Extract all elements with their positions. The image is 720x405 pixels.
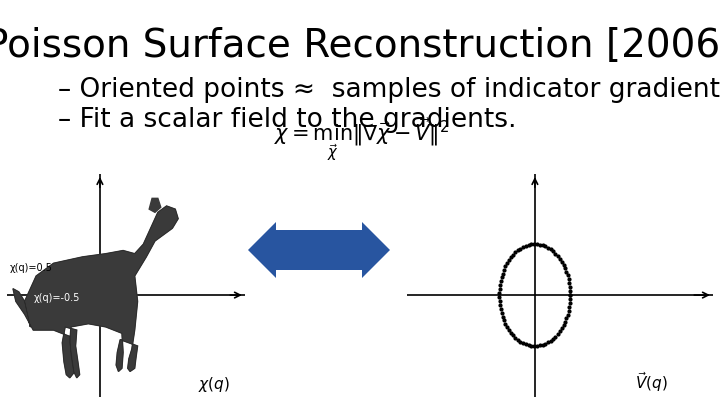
Point bbox=[534, 342, 546, 349]
Point bbox=[561, 269, 572, 275]
Point bbox=[494, 286, 505, 292]
Point bbox=[518, 244, 529, 250]
Point bbox=[505, 330, 517, 336]
Point bbox=[494, 302, 505, 308]
Point bbox=[534, 241, 546, 248]
Point bbox=[515, 245, 526, 252]
Point bbox=[537, 242, 549, 249]
Point bbox=[526, 241, 537, 247]
Point bbox=[528, 241, 540, 247]
Text: – Fit a scalar field to the gradients.: – Fit a scalar field to the gradients. bbox=[58, 107, 516, 133]
Text: $\chi = \underset{\vec{\chi}}{\min}\|\nabla\vec{\chi} - \vec{V}\|^2$: $\chi = \underset{\vec{\chi}}{\min}\|\na… bbox=[274, 117, 450, 164]
Point bbox=[508, 252, 519, 258]
Point bbox=[531, 343, 543, 349]
Point bbox=[494, 282, 505, 288]
Point bbox=[563, 276, 575, 282]
Point bbox=[495, 278, 506, 284]
Point bbox=[539, 341, 551, 347]
Point bbox=[564, 288, 576, 294]
Point bbox=[501, 324, 513, 330]
Point bbox=[498, 317, 510, 324]
Point bbox=[563, 308, 575, 314]
Point bbox=[564, 280, 575, 286]
Point bbox=[562, 272, 573, 279]
Point bbox=[564, 304, 575, 310]
Point bbox=[556, 258, 567, 265]
Point bbox=[494, 290, 505, 296]
Text: χ(q)=-0.5: χ(q)=-0.5 bbox=[33, 294, 80, 303]
Point bbox=[556, 325, 567, 332]
Point bbox=[523, 342, 534, 348]
Point bbox=[564, 292, 576, 298]
Point bbox=[496, 310, 508, 316]
Point bbox=[494, 298, 505, 305]
Point bbox=[531, 241, 543, 247]
Point bbox=[539, 243, 551, 249]
Point bbox=[537, 341, 549, 348]
Point bbox=[505, 254, 517, 260]
Point bbox=[503, 327, 515, 333]
Point bbox=[564, 292, 576, 298]
Point bbox=[497, 270, 508, 277]
Point bbox=[518, 340, 529, 346]
Point bbox=[523, 242, 534, 248]
Text: Poisson Surface Reconstruction [2006]: Poisson Surface Reconstruction [2006] bbox=[0, 27, 720, 65]
Text: $\vec{V}(q)$: $\vec{V}(q)$ bbox=[634, 370, 667, 394]
Point bbox=[508, 332, 519, 339]
Polygon shape bbox=[248, 222, 390, 278]
Point bbox=[545, 337, 557, 344]
Point bbox=[510, 249, 521, 256]
Point bbox=[559, 265, 571, 271]
Point bbox=[542, 339, 554, 345]
Point bbox=[554, 328, 566, 335]
Point bbox=[564, 296, 576, 303]
Point bbox=[545, 246, 557, 253]
Point bbox=[515, 338, 526, 345]
Point bbox=[564, 284, 576, 290]
Point bbox=[500, 320, 511, 327]
Point bbox=[562, 311, 573, 318]
Point bbox=[503, 257, 515, 263]
Polygon shape bbox=[13, 206, 178, 378]
Point bbox=[512, 337, 523, 343]
Text: – Oriented points ≈  samples of indicator gradient.: – Oriented points ≈ samples of indicator… bbox=[58, 77, 720, 103]
Point bbox=[549, 250, 561, 257]
Point bbox=[496, 274, 508, 281]
Text: χ(q)=0.5: χ(q)=0.5 bbox=[10, 263, 53, 273]
Point bbox=[558, 262, 570, 268]
Point bbox=[500, 263, 511, 270]
Point bbox=[558, 322, 570, 328]
Point bbox=[528, 343, 540, 349]
Point bbox=[494, 294, 505, 301]
Point bbox=[512, 247, 523, 254]
Point bbox=[549, 333, 561, 340]
Point bbox=[498, 266, 510, 273]
Point bbox=[495, 306, 506, 312]
Point bbox=[542, 245, 554, 251]
Point bbox=[526, 343, 537, 349]
Point bbox=[561, 315, 572, 322]
Point bbox=[547, 248, 559, 255]
Point bbox=[552, 253, 564, 259]
Point bbox=[564, 300, 576, 306]
Point bbox=[520, 243, 531, 249]
Point bbox=[510, 335, 521, 341]
Text: $\chi(q)$: $\chi(q)$ bbox=[199, 375, 230, 394]
Point bbox=[547, 336, 559, 342]
Point bbox=[552, 331, 564, 337]
Polygon shape bbox=[149, 198, 161, 212]
Point bbox=[520, 341, 531, 347]
Point bbox=[554, 256, 566, 262]
Point bbox=[559, 319, 571, 325]
Point bbox=[497, 313, 508, 320]
Point bbox=[501, 260, 513, 266]
